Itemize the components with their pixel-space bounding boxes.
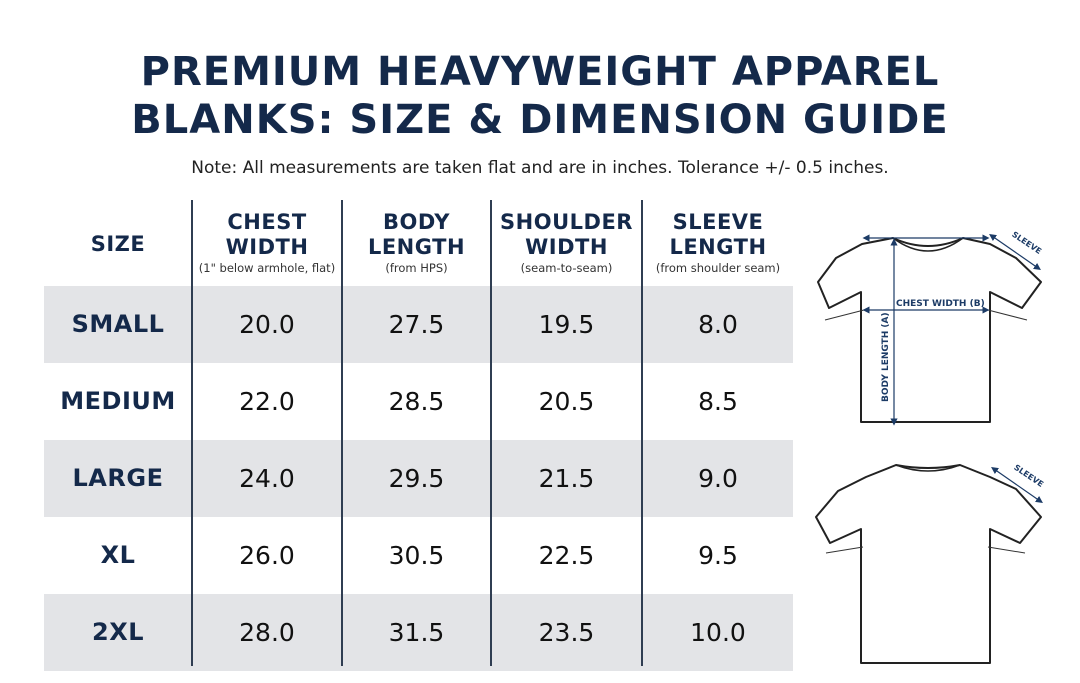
tshirt-back-outline	[815, 464, 1042, 664]
row-band-large	[44, 440, 793, 517]
body-cell: 31.5	[388, 618, 445, 647]
chest-cell: 22.0	[239, 387, 295, 416]
size-cell: 2XL	[92, 618, 144, 646]
shoulder-cell: 23.5	[538, 618, 595, 647]
tshirt-back-diagram: SLEEVE	[815, 463, 1045, 664]
sleeve-cell: 10.0	[690, 618, 746, 647]
tshirt-front-outline	[817, 237, 1042, 423]
column-divider	[341, 200, 343, 666]
body-cell: 28.5	[388, 387, 445, 416]
chest-label: CHEST WIDTH (B)	[896, 299, 985, 309]
shoulder-cell: 21.5	[538, 464, 595, 493]
size-cell: SMALL	[71, 310, 165, 338]
sleeve-cell: 9.0	[698, 464, 738, 493]
sleeve-arrow	[989, 233, 1041, 271]
body-cell: 29.5	[388, 464, 445, 493]
sleeve-arrow	[991, 466, 1043, 504]
tshirt-front-diagram: SLEEVE CHEST WIDTH (B) BODY LENGTH (A)	[817, 230, 1043, 426]
page-title: PREMIUM HEAVYWEIGHT APPAREL BLANKS: SIZE…	[0, 48, 1080, 144]
header-chest-width: CHEST WIDTH (1" below armhole, flat)	[198, 210, 336, 275]
row-band-2xl	[44, 594, 793, 671]
column-divider	[191, 200, 193, 666]
chest-cell: 26.0	[239, 541, 295, 570]
title-line-2: BLANKS: SIZE & DIMENSION GUIDE	[131, 97, 949, 143]
body-cell: 27.5	[388, 310, 445, 339]
chest-cell: 24.0	[239, 464, 295, 493]
shoulder-cell: 19.5	[538, 310, 595, 339]
shoulder-cell: 22.5	[538, 541, 595, 570]
header-shoulder-width: SHOULDER WIDTH (seam-to-seam)	[500, 210, 633, 275]
row-band-small	[44, 286, 793, 363]
header-size: SIZE	[90, 232, 146, 256]
size-cell: XL	[100, 541, 136, 569]
shoulder-cell: 20.5	[538, 387, 595, 416]
column-divider	[641, 200, 643, 666]
chest-cell: 28.0	[239, 618, 295, 647]
column-divider	[490, 200, 492, 666]
chest-cell: 20.0	[239, 310, 295, 339]
collar-icon	[895, 464, 961, 472]
collar-icon	[892, 237, 964, 252]
body-cell: 30.5	[388, 541, 445, 570]
header-body-length: BODY LENGTH (from HPS)	[367, 210, 466, 275]
size-table: SIZE CHEST WIDTH (1" below armhole, flat)…	[44, 198, 793, 672]
size-cell: LARGE	[72, 464, 164, 492]
size-cell: MEDIUM	[60, 387, 176, 415]
measurement-note: Note: All measurements are taken flat an…	[191, 158, 889, 178]
body-length-label: BODY LENGTH (A)	[881, 312, 891, 402]
title-line-1: PREMIUM HEAVYWEIGHT APPAREL	[140, 49, 940, 95]
sleeve-cell: 9.5	[698, 541, 738, 570]
sleeve-cell: 8.0	[698, 310, 738, 339]
header-sleeve-length: SLEEVE LENGTH (from shoulder seam)	[655, 210, 781, 275]
sleeve-cell: 8.5	[698, 387, 738, 416]
